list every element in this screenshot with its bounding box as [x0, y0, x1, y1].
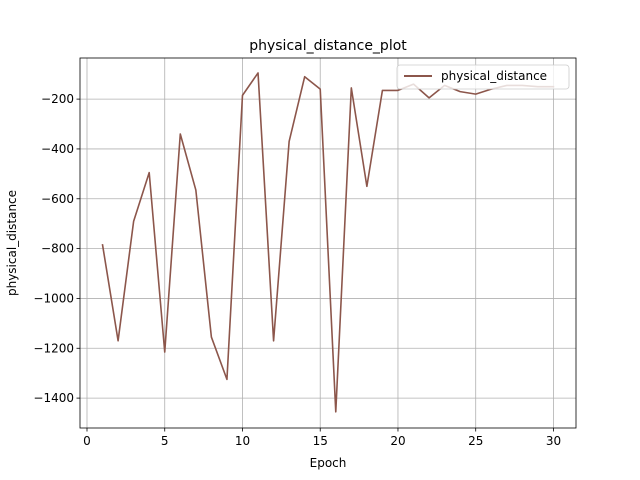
- y-tick-label: −600: [41, 192, 74, 206]
- x-tick-label: 25: [468, 434, 483, 448]
- y-ticks: −1400 −1200 −1000 −800 −600 −400 −200: [33, 92, 80, 405]
- y-axis-label: physical_distance: [5, 190, 19, 296]
- legend-label: physical_distance: [441, 69, 547, 83]
- chart-title: physical_distance_plot: [249, 38, 407, 54]
- x-tick-label: 10: [235, 434, 250, 448]
- y-tick-label: −200: [41, 92, 74, 106]
- x-axis-label: Epoch: [310, 456, 347, 470]
- y-tick-label: −1000: [33, 291, 74, 305]
- x-tick-label: 15: [313, 434, 328, 448]
- series-layer: [101, 72, 555, 413]
- x-tick-label: 30: [546, 434, 561, 448]
- x-ticks: 0 5 10 15 20 25 30: [83, 428, 561, 448]
- y-tick-label: −800: [41, 242, 74, 256]
- plot-frame: [79, 57, 577, 429]
- x-tick-label: 5: [161, 434, 169, 448]
- series-line-1: [101, 72, 555, 413]
- y-tick-label: −1400: [33, 391, 74, 405]
- y-tick-label: −400: [41, 142, 74, 156]
- x-tick-label: 20: [390, 434, 405, 448]
- x-tick-label: 0: [83, 434, 91, 448]
- legend: physical_distance: [396, 64, 570, 90]
- y-tick-label: −1200: [33, 341, 74, 355]
- legend-box: [396, 64, 570, 90]
